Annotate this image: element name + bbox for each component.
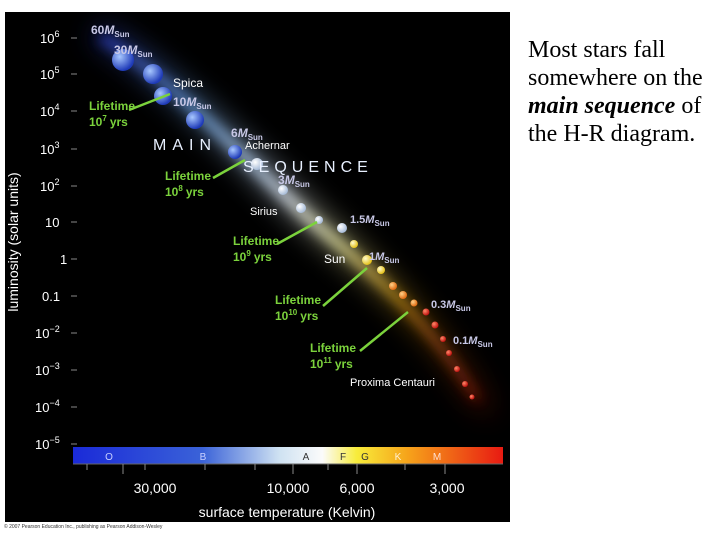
mass-1-5: 1.5MSun [350,214,390,228]
mass-1: 1MSun [369,251,400,265]
y-tick-1e4: 104 [40,102,59,119]
star-m5 [454,366,460,372]
lifetime-pointers [128,92,409,352]
caption-emphasis: main sequence [528,93,676,119]
y-axis-tick-labels: 106 105 104 103 102 10 1 0.1 10−2 10−3 1… [35,29,67,452]
y-tick-0-1: 0.1 [42,289,60,304]
y-tick-1e-2: 10−2 [35,324,60,341]
spectral-class-f: F [340,452,346,463]
star-g1 [377,266,385,274]
spectral-class-m: M [433,452,441,463]
label-sirius: Sirius [250,206,278,218]
star-m3 [440,336,446,342]
star-1-5-msun [337,223,347,233]
spectral-class-b: B [200,452,207,463]
main-sequence-core [97,34,481,402]
caption-text-1: Most stars fall somewhere on the [528,37,703,91]
lifetime-1e11-word: Lifetime [310,341,356,355]
lifetime-1e10-value: 1010 yrs [275,308,319,323]
star-6-msun [251,158,263,170]
spectral-class-bar [73,447,503,464]
y-tick-1e-3: 10−3 [35,361,60,378]
hr-diagram-svg: O B A F G K M 106 105 104 103 102 10 1 0… [5,23,503,520]
lifetime-1e9-word: Lifetime [233,234,279,248]
star-proxima [462,381,468,387]
label-spica: Spica [173,76,203,90]
x-tick-3000: 3,000 [429,480,464,496]
caption-text-2: of the H-R diagram. [528,93,702,147]
star-10-msun [186,111,204,129]
star-3-msun [278,185,288,195]
spectral-class-o: O [105,452,113,463]
lifetime-1e11-value: 1011 yrs [310,356,353,371]
label-achernar: Achernar [245,140,290,152]
lifetime-1e8-value: 108 yrs [165,184,204,199]
y-tick-10: 10 [45,215,59,230]
y-tick-1e6: 106 [40,29,59,46]
y-tick-1e-4: 10−4 [35,398,60,415]
mass-0-3: 0.3MSun [431,299,471,313]
lifetime-1e8-word: Lifetime [165,169,211,183]
star-k1 [389,282,397,290]
x-axis-label: surface temperature (Kelvin) [199,504,376,520]
main-sequence-glow [90,27,495,417]
copyright-notice: © 2007 Pearson Education Inc., publishin… [4,524,163,530]
star-30-msun [143,64,163,84]
star-sirius [296,203,306,213]
star-m6 [469,394,475,400]
spectral-class-g: G [361,452,369,463]
star-k2 [399,291,407,299]
x-axis-ticks [86,464,446,474]
y-axis-label: luminosity (solar units) [5,172,21,311]
x-tick-30000: 30,000 [134,480,177,496]
y-tick-1e2: 102 [40,177,59,194]
mass-60: 60MSun [91,23,130,39]
lifetime-1e7-word: Lifetime [89,99,135,113]
mass-6: 6MSun [231,126,263,142]
star-f1 [350,240,358,248]
y-tick-1: 1 [60,252,67,267]
star-m1 [422,308,430,316]
lifetime-1e10-word: Lifetime [275,293,321,307]
star-k3 [410,299,418,307]
star-sun [362,255,372,265]
star-60-msun [112,49,134,71]
label-proxima-centauri: Proxima Centauri [350,377,435,389]
x-tick-10000: 10,000 [267,480,310,496]
y-tick-1e3: 103 [40,140,59,157]
y-tick-1e-5: 10−5 [35,435,60,452]
label-sun: Sun [324,252,345,266]
y-axis-tick-marks [71,37,77,445]
spectral-class-a: A [303,452,310,463]
slide-caption: Most stars fall somewhere on the main se… [528,36,716,148]
main-label: MAIN [153,137,217,154]
sequence-label: SEQUENCE [243,159,373,176]
spectral-class-k: K [395,452,402,463]
star-m4 [446,350,452,356]
mass-0-1: 0.1MSun [453,335,493,349]
star-achernar [228,145,242,159]
mass-10: 10MSun [173,95,212,111]
star-m2 [431,321,439,329]
mass-30: 30MSun [114,43,153,59]
lifetime-1e9-value: 109 yrs [233,249,272,264]
main-sequence-stars [112,49,475,400]
mass-3: 3MSun [278,173,310,189]
x-tick-6000: 6,000 [339,480,374,496]
lifetime-1e7-value: 107 yrs [89,114,128,129]
y-tick-1e5: 105 [40,65,59,82]
hr-diagram: O B A F G K M 106 105 104 103 102 10 1 0… [5,12,510,522]
